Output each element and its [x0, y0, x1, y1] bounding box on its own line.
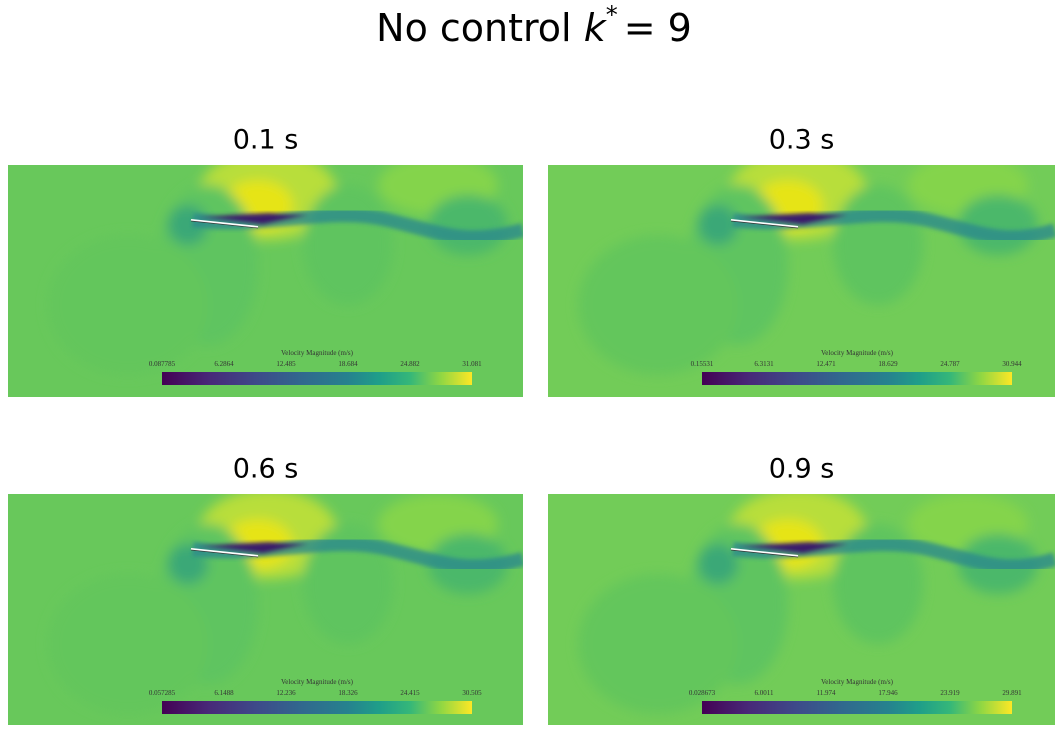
airfoil: [730, 548, 799, 557]
colorbar-tick-label: 17.946: [878, 689, 898, 697]
flow-field: Velocity Magnitude (m/s) 0.087785 6.2864 12…: [8, 165, 523, 397]
airfoil: [190, 548, 259, 557]
colorbar-tick-label: 23.919: [940, 689, 960, 697]
panel-title: 0.1 s: [233, 125, 299, 156]
contour: [833, 524, 923, 644]
colorbar-tick-label: 12.236: [276, 689, 296, 697]
contour: [303, 524, 393, 644]
colorbar-tick-label: 29.891: [1002, 689, 1022, 697]
colorbar-tick-label: 6.0011: [755, 689, 774, 697]
colorbar-tick-label: 24.882: [400, 360, 420, 368]
contour: [303, 185, 393, 305]
colorbar-tick-label: 18.684: [338, 360, 358, 368]
colorbar-tick-label: 0.028673: [689, 689, 716, 697]
contour: [578, 235, 738, 375]
colorbar-tick-label: 24.415: [400, 689, 420, 697]
wake-core: [198, 542, 308, 554]
title-var: k: [584, 6, 608, 50]
field: [548, 494, 1055, 726]
contour: [833, 185, 923, 305]
wake-core: [738, 542, 848, 554]
wake: [192, 537, 523, 574]
field: [548, 165, 1055, 397]
contour: [698, 205, 738, 245]
colorbar-tick-label: 6.3131: [754, 360, 774, 368]
colorbar: [702, 701, 1012, 714]
airfoil-edge: [190, 549, 259, 558]
title-sup: *: [606, 1, 618, 29]
colorbar: [162, 372, 472, 385]
colorbar-tick-label: 12.485: [276, 360, 296, 368]
colorbar-tick-label: 0.087785: [149, 360, 176, 368]
colorbar-tick-label: 12.471: [816, 360, 836, 368]
panel-title: 0.3 s: [769, 125, 835, 156]
wake-core: [198, 213, 308, 225]
colorbar-tick-label: 31.081: [462, 360, 482, 368]
wake: [732, 208, 1055, 245]
colorbar-label: Velocity Magnitude (m/s): [821, 349, 894, 357]
colorbar: [162, 701, 472, 714]
wake-core: [738, 213, 848, 225]
airfoil-edge: [190, 220, 259, 229]
colorbar-label: Velocity Magnitude (m/s): [821, 678, 894, 686]
colorbar: [702, 372, 1012, 385]
colorbar-tick-label: 0.15531: [691, 360, 714, 368]
contour: [48, 235, 208, 375]
airfoil: [730, 219, 799, 228]
colorbar-tick-label: 30.944: [1002, 360, 1022, 368]
airfoil: [190, 219, 259, 228]
colorbar-tick-label: 0.057285: [149, 689, 176, 697]
colorbar-tick-label: 6.1488: [214, 689, 234, 697]
field: [8, 165, 523, 397]
title-rest: = 9: [624, 6, 692, 50]
colorbar-tick-label: 11.974: [817, 689, 836, 697]
title-text: No control: [376, 6, 571, 50]
contour: [698, 544, 738, 584]
panel-title: 0.9 s: [769, 454, 835, 485]
airfoil-edge: [730, 549, 799, 558]
contour: [48, 574, 208, 714]
contour: [428, 195, 508, 255]
wake: [732, 537, 1055, 574]
flow-field: Velocity Magnitude (m/s) 0.057285 6.1488 12…: [8, 494, 523, 726]
panel-title: 0.6 s: [233, 454, 299, 485]
flow-field: Velocity Magnitude (m/s) 0.15531 6.3131 12.…: [548, 165, 1055, 397]
colorbar-tick-label: 6.2864: [214, 360, 234, 368]
figure-title: No control k* = 9: [376, 1, 692, 50]
colorbar-tick-label: 24.787: [940, 360, 960, 368]
colorbar-tick-label: 18.326: [338, 689, 358, 697]
colorbar-tick-label: 18.629: [878, 360, 898, 368]
colorbar-label: Velocity Magnitude (m/s): [281, 349, 354, 357]
wake: [192, 208, 523, 245]
airfoil-edge: [730, 220, 799, 229]
flow-field: Velocity Magnitude (m/s) 0.028673 6.0011 11…: [548, 494, 1055, 726]
contour: [578, 574, 738, 714]
colorbar-tick-label: 30.505: [462, 689, 482, 697]
field: [8, 494, 523, 726]
colorbar-label: Velocity Magnitude (m/s): [281, 678, 354, 686]
